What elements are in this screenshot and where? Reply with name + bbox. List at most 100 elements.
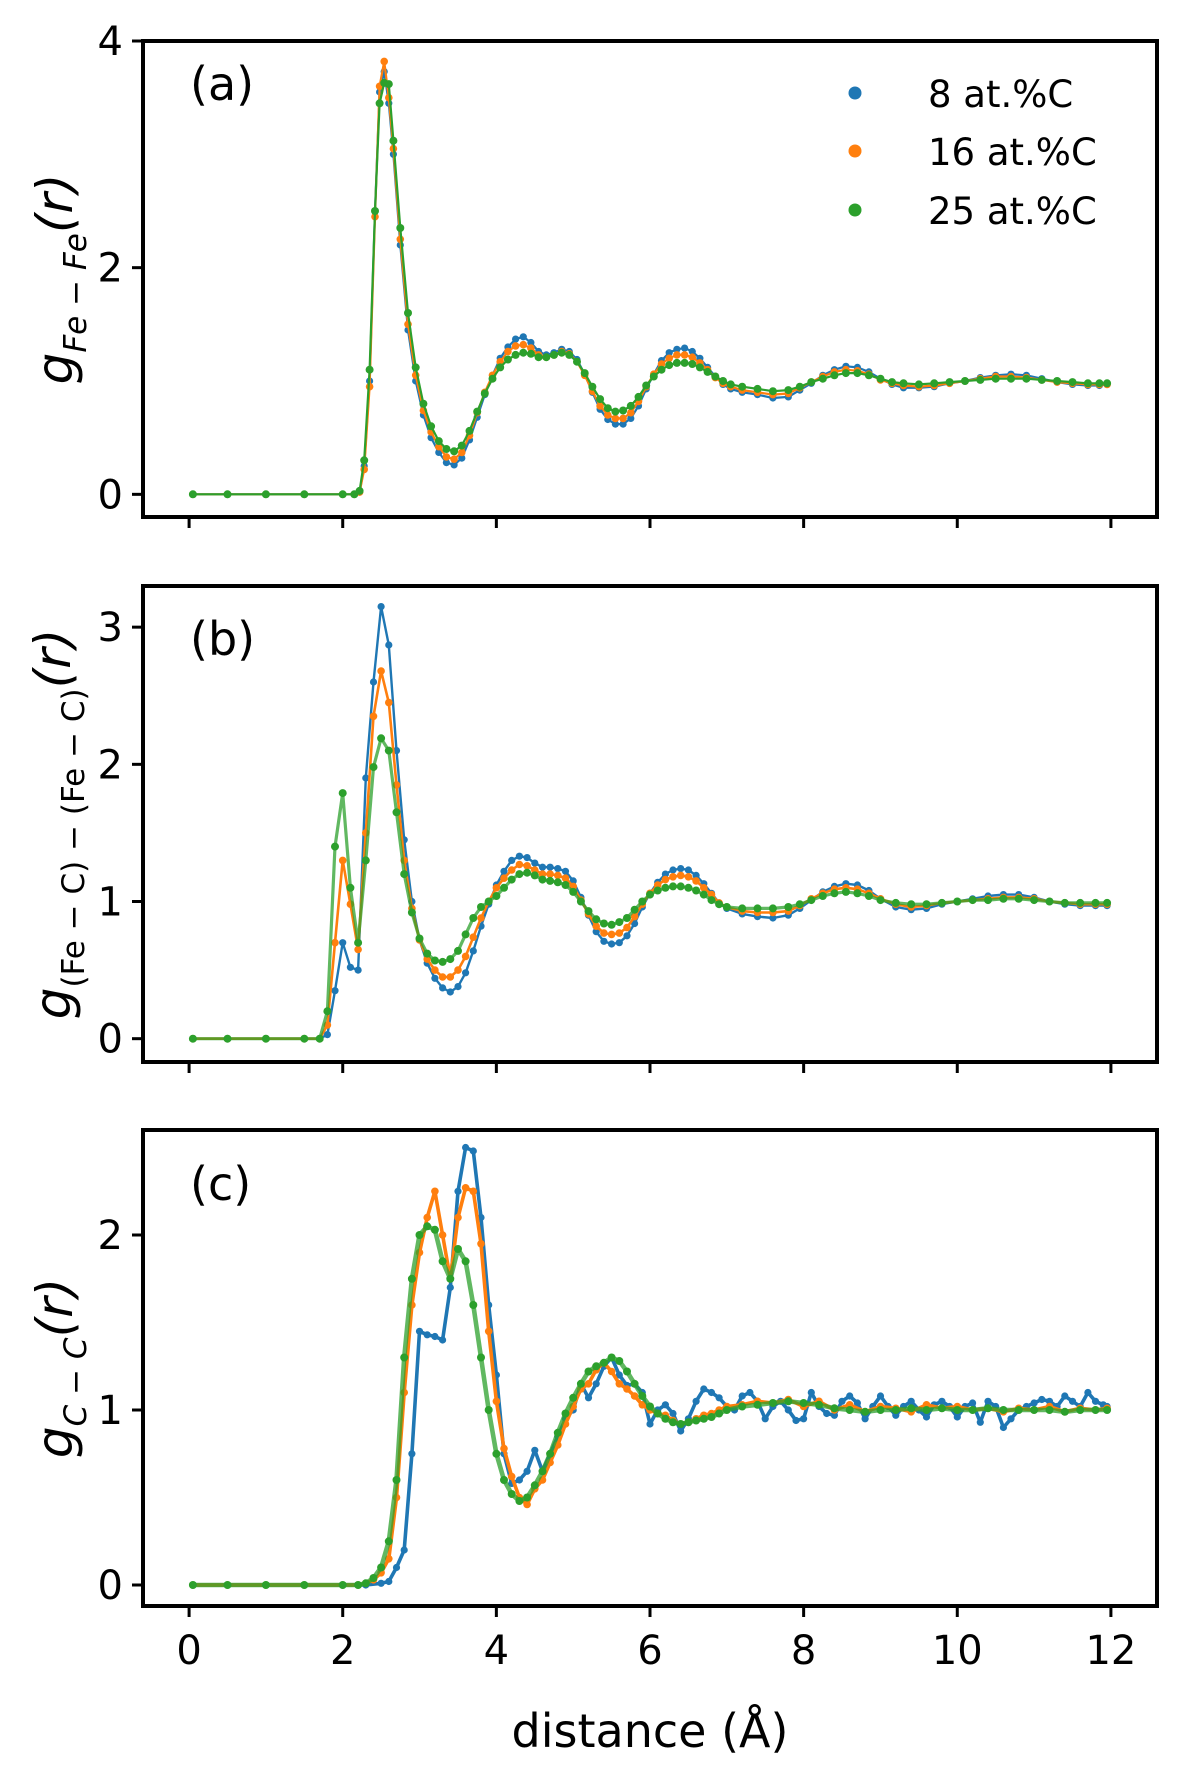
panel-c-series-16-point	[500, 1444, 508, 1453]
panel-c-series-25-point	[369, 1574, 378, 1582]
panel-a-series-25-point	[338, 490, 347, 499]
panel-a-series-25-point	[672, 358, 681, 367]
panel-c-series-8-point	[1030, 1399, 1038, 1407]
panel-b-series-25-point	[653, 886, 662, 895]
panel-c-series-16-point	[438, 1231, 447, 1239]
panel-c-series-8-point	[1061, 1392, 1069, 1400]
panel-a-series-25-point	[830, 371, 839, 380]
panel-c-series-25-point	[484, 1406, 493, 1414]
panel-a-series-25-point	[371, 207, 379, 215]
panel-b-series-25-point	[592, 915, 601, 924]
panel-c-ytick-label-0: 0	[98, 1563, 123, 1609]
panel-a-series-8-point	[627, 414, 635, 422]
panel-c-series-25-point	[477, 1353, 485, 1362]
panel-c-series-8-point	[462, 1143, 470, 1152]
panel-c-series-25-point	[438, 1257, 447, 1266]
panel-b-series-8-point	[331, 987, 339, 995]
panel-a-ytick-label-0: 0	[98, 472, 123, 518]
panel-a-series-25-point	[384, 80, 393, 89]
legend-label-16: 16 at.%C	[928, 131, 1097, 174]
panel-a-series-25-point	[976, 375, 985, 384]
panel-c-series-8-point	[853, 1399, 862, 1407]
panel-c: 012 0 2 4 6 8 10 12 (c) gC − C(r) distance (Å)	[26, 1128, 1159, 1758]
panel-a-series-25-point	[519, 348, 528, 357]
panel-b-series-25-point	[968, 896, 977, 905]
panel-b-series-25-point	[684, 883, 693, 892]
panel-b-series-25-point	[876, 896, 885, 905]
panel-c-series-8-point	[876, 1392, 885, 1400]
panel-a-series-25-point	[795, 382, 804, 391]
panel-c-series-25-point	[261, 1581, 270, 1589]
panel-a-series-25-point	[261, 490, 270, 499]
panel-c-series-25-point	[999, 1406, 1008, 1414]
panel-a-series-25-point	[573, 357, 581, 366]
panel-c-series-25-point	[768, 1399, 777, 1407]
xtick-label-10: 10	[932, 1628, 983, 1674]
panel-b-series-16-point	[615, 929, 624, 937]
panel-b-series-25-point	[561, 881, 570, 889]
panel-b-series-8-point	[623, 932, 631, 940]
panel-a-series-16-point	[504, 347, 512, 356]
panel-a-series-16-point	[435, 442, 443, 451]
panel-a-series-16-point	[527, 344, 535, 352]
panel-a-label: (a)	[190, 57, 254, 111]
panel-a-series-16-point	[688, 353, 697, 362]
panel-b-series-16-point	[700, 884, 708, 892]
panel-b-series-16-point	[469, 933, 478, 941]
panel-c-series-25-point	[722, 1406, 731, 1414]
panel-c-series-8-point	[669, 1409, 677, 1418]
panel-c-series-25-point	[1030, 1406, 1039, 1414]
panel-b-ytick-label-1: 1	[98, 880, 123, 926]
panel-c-series-8-point	[846, 1392, 854, 1400]
panel-b-series-25-point	[569, 887, 578, 896]
panel-c-series-25-point	[446, 1274, 455, 1283]
panel-b-series-8-point	[523, 854, 531, 862]
panel-a-series-8-point	[611, 420, 620, 428]
panel-a-series-16-point	[519, 340, 528, 349]
panel-c-series-8-point	[938, 1397, 946, 1405]
panel-c-series-25-point	[430, 1225, 439, 1234]
panel-a-series-25-point	[557, 348, 566, 357]
panel-b-series-25-point	[384, 746, 393, 755]
panel-a-series-25-point	[888, 378, 896, 387]
panel-a-series-16-point	[619, 414, 627, 423]
panel-b-series-8-point	[362, 774, 370, 782]
panel-b-series-25-point	[500, 883, 508, 892]
panel-b-series-16-point	[592, 922, 600, 930]
panel-a-series-16-point	[496, 357, 505, 366]
panel-b-series-25-point	[1030, 896, 1039, 905]
panel-b-series-25-point	[538, 875, 547, 884]
panel-c-series-25-point	[891, 1406, 900, 1414]
xtick-label-8: 8	[791, 1628, 816, 1674]
panel-c-series-16-point	[385, 1555, 393, 1563]
panel-b-series-25-point	[392, 808, 401, 817]
panel-b-series-8-point	[608, 940, 616, 948]
panel-a-ytick-label-4: 4	[98, 19, 123, 65]
panel-c-series-16-point	[431, 1187, 439, 1196]
panel-a-series-25-point	[711, 372, 720, 381]
panel-a-series-25-point	[945, 378, 954, 387]
panel-c-series-25-point	[507, 1490, 516, 1498]
panel-b-series-25-point	[446, 955, 455, 964]
panel-c-series-8-point	[377, 1579, 385, 1587]
panel-c-series-25-point	[338, 1581, 347, 1589]
panel-c-series-25-point	[188, 1581, 197, 1589]
panel-b-series-16-point	[338, 856, 347, 865]
panel-a-series-25-point	[841, 369, 850, 378]
panel-a-series-16-point	[458, 448, 466, 457]
panel-b-series-25-point	[864, 892, 873, 900]
xtick-label-12: 12	[1085, 1628, 1136, 1674]
panel-c-ytick-label-1: 1	[98, 1388, 123, 1434]
panel-b-series-25-point	[188, 1034, 197, 1043]
panel-c-series-8-point	[738, 1392, 746, 1400]
panel-b-series-16-point	[630, 912, 639, 921]
panel-c-series-8-point	[584, 1394, 593, 1402]
panel-a-series-25-point	[223, 490, 232, 499]
panel-c-series-8-point	[1045, 1397, 1054, 1405]
panel-c-series-8-point	[807, 1388, 815, 1397]
panel-c-series-16-point	[623, 1385, 631, 1393]
panel-c-series-8-point	[392, 1563, 401, 1572]
panel-c-series-8-point	[784, 1406, 792, 1414]
panel-a-series-25-point	[611, 407, 620, 416]
legend: 8 at.%C 16 at.%C 25 at.%C	[848, 73, 1097, 233]
